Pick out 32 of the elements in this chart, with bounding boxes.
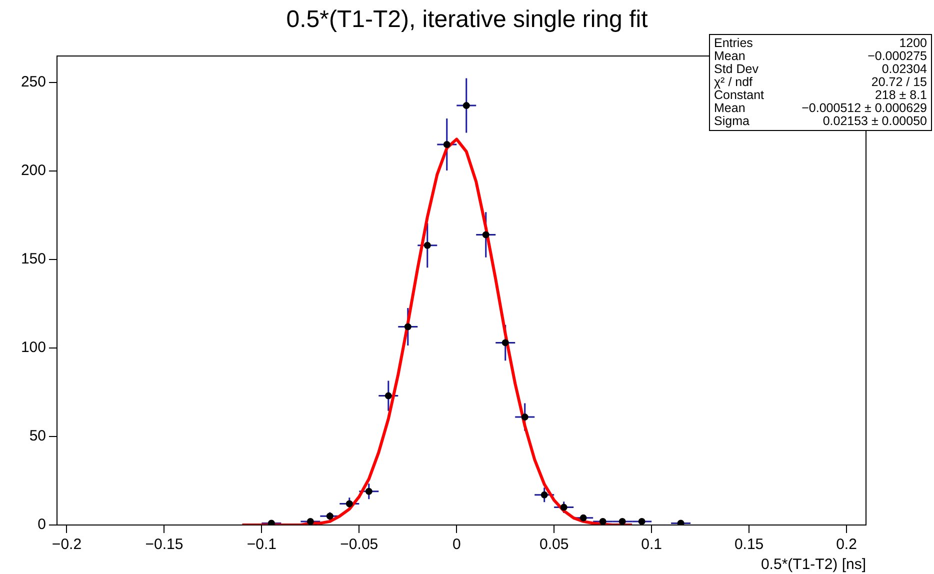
- x-tick-label: 0: [452, 536, 461, 554]
- point: [326, 512, 334, 520]
- chart-title: 0.5*(T1-T2), iterative single ring fit: [285, 6, 649, 34]
- x-tick-label: 0.2: [836, 536, 857, 554]
- y-tick-label: 200: [20, 162, 46, 180]
- point: [268, 520, 275, 525]
- x-tick-label: 0.1: [641, 536, 662, 554]
- point: [580, 514, 587, 522]
- y-tick-label: 150: [20, 250, 46, 268]
- x-axis-title: 0.5*(T1-T2) [ns]: [760, 556, 866, 574]
- y-tick-label: 100: [20, 339, 46, 356]
- text: Entries 1200: [714, 36, 927, 50]
- point: [306, 518, 314, 525]
- text: Sigma 0.02153 ± 0.00050: [714, 114, 927, 128]
- point: [599, 518, 606, 525]
- x-tick-label: −0.2: [52, 536, 82, 554]
- text: χ² / ndf 20.72 / 15: [714, 75, 927, 89]
- point: [638, 518, 646, 525]
- y-tick-label: 250: [20, 74, 46, 91]
- x-tick-label: 0.15: [734, 536, 764, 554]
- x-tick-label: −0.05: [340, 536, 378, 554]
- y-tick-label: 50: [29, 428, 46, 445]
- point: [677, 520, 684, 525]
- y-tick-label: 0: [38, 516, 46, 534]
- text: Mean −0.000275: [714, 49, 927, 63]
- text: Std Dev 0.02304: [714, 62, 927, 76]
- text: Mean −0.000512 ± 0.000629: [714, 101, 927, 115]
- x-tick-label: 0.05: [539, 536, 569, 554]
- point: [618, 518, 626, 525]
- text: Constant 218 ± 8.1: [714, 88, 927, 102]
- x-tick-label: −0.15: [145, 536, 184, 554]
- x-tick-label: −0.1: [246, 536, 276, 554]
